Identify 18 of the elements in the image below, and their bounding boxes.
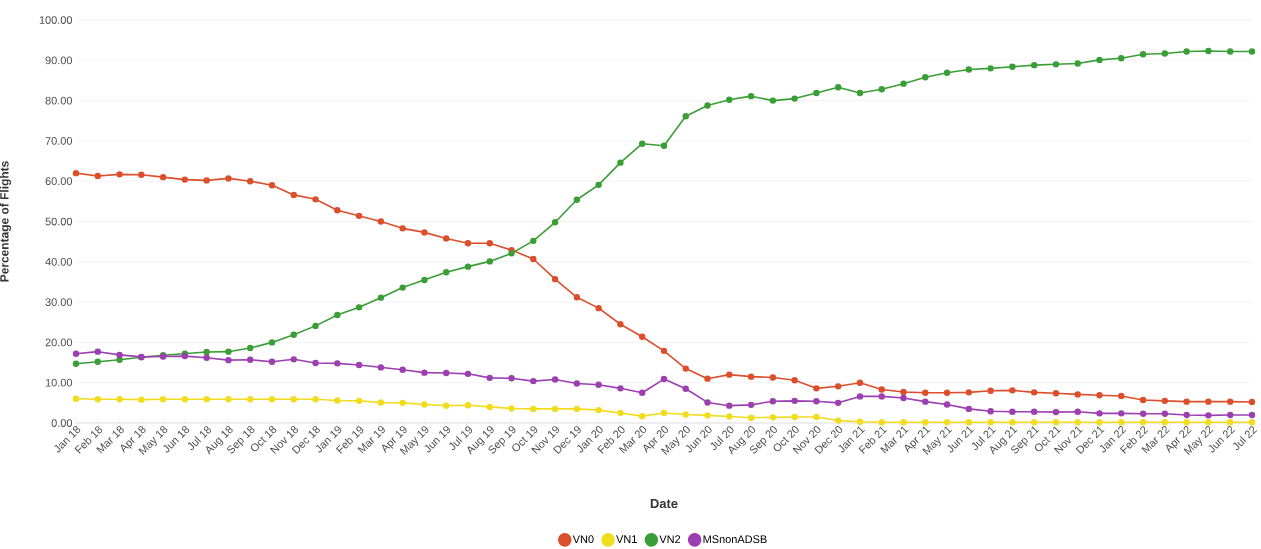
y-tick-label: 100.00: [39, 16, 73, 24]
y-tick-label: 70.00: [45, 137, 73, 145]
legend-label: MSnonADSB: [703, 535, 767, 544]
y-tick-label: 60.00: [45, 177, 73, 186]
y-axis-title: Percentage of Flights: [0, 161, 12, 282]
legend-label: VN1: [616, 535, 637, 543]
y-tick-label: 40.00: [45, 257, 73, 266]
x-axis-title: Date: [650, 499, 678, 509]
y-tick-label: 90.00: [45, 56, 73, 65]
y-tick-label: 80.00: [45, 96, 73, 105]
y-tick-label: 0.00: [51, 419, 73, 427]
y-tick-label: 30.00: [45, 298, 73, 306]
y-tick-label: 10.00: [45, 378, 73, 387]
y-tick-label: 20.00: [45, 338, 73, 347]
y-tick-label: 50.00: [45, 217, 73, 226]
legend-label: VN0: [572, 535, 594, 544]
legend-label: VN2: [659, 535, 681, 543]
x-tick-label: Jul 22: [1233, 426, 1258, 451]
